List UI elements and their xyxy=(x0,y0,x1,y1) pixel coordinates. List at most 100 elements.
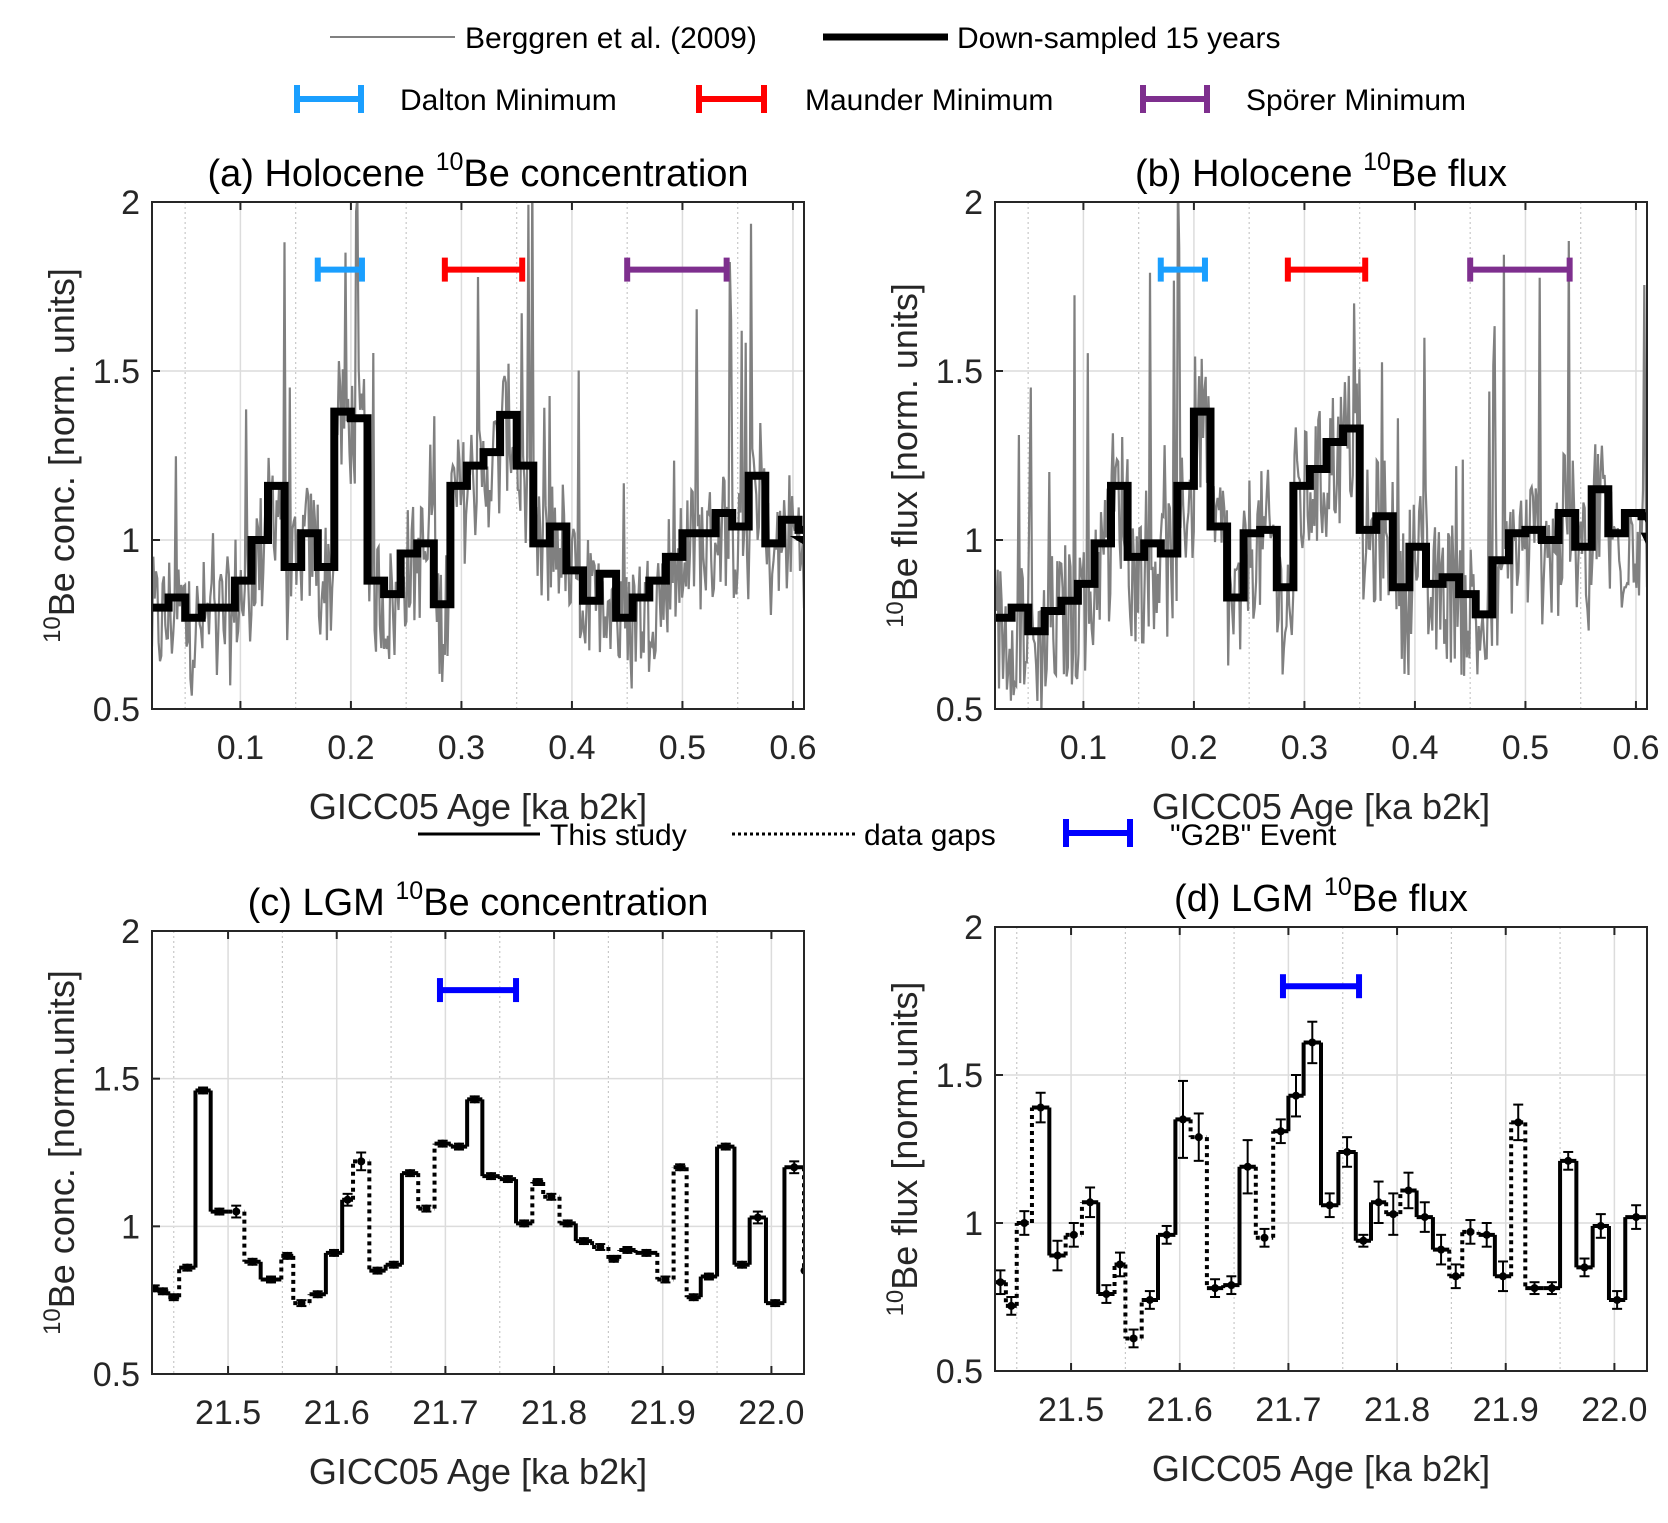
series-berggren-2009 xyxy=(995,202,1647,709)
legend-item-dalton: Dalton Minimum xyxy=(294,84,617,117)
y-tick-label: 1 xyxy=(121,1208,140,1246)
y-tick-label: 2 xyxy=(121,184,140,222)
error-bar xyxy=(372,1266,383,1275)
legend-label: Dalton Minimum xyxy=(400,84,617,117)
error-bar xyxy=(1101,1284,1112,1304)
errorbar-swatch-icon xyxy=(696,85,767,113)
panel-title-superscript: 10 xyxy=(1363,148,1391,176)
legend-label: data gaps xyxy=(864,819,996,852)
legend-item-berggren: Berggren et al. (2009) xyxy=(330,22,757,55)
y-tick-label: 0.5 xyxy=(93,691,140,729)
error-bar xyxy=(1226,1275,1237,1296)
x-tick-label: 21.6 xyxy=(1147,1391,1213,1429)
x-tick-label: 21.5 xyxy=(1038,1391,1104,1429)
event-sp-rer-minimum xyxy=(624,257,730,282)
error-bar xyxy=(437,1139,448,1148)
y-axis-label-superscript: 10 xyxy=(882,1290,909,1317)
ticks xyxy=(152,930,773,1375)
plot-area xyxy=(995,1020,1647,1349)
x-tick-label: 0.5 xyxy=(1502,729,1549,767)
error-bar xyxy=(1546,1281,1557,1296)
x-tick-label: 21.9 xyxy=(1473,1391,1539,1429)
legend-top: Berggren et al. (2009) Down-sampled 15 y… xyxy=(294,22,1466,117)
x-tick-label: 0.2 xyxy=(1170,729,1217,767)
x-tick-label: 0.1 xyxy=(217,729,264,767)
error-bar xyxy=(546,1192,557,1201)
legend-bottom: This study data gaps "G2B" Event xyxy=(418,819,1337,852)
y-tick-label: 1 xyxy=(964,1205,983,1243)
error-bar xyxy=(1579,1257,1590,1278)
x-tick-label: 21.8 xyxy=(521,1394,587,1432)
errorbar-swatch-icon xyxy=(294,85,364,113)
error-bar xyxy=(1291,1074,1302,1118)
error-bar xyxy=(1358,1233,1369,1248)
y-axis-label-superscript: 10 xyxy=(39,616,66,643)
series-this-study xyxy=(995,1020,1647,1349)
y-tick-label: 1.5 xyxy=(936,353,983,391)
y-axis-label: 10Be conc. [norm.units] xyxy=(39,970,82,1335)
event-maunder-minimum xyxy=(441,257,526,282)
error-bar xyxy=(1631,1204,1642,1230)
panel-title: (b) Holocene 10Be flux xyxy=(1135,148,1507,195)
x-tick-label: 21.5 xyxy=(195,1394,261,1432)
error-bar xyxy=(1373,1180,1384,1224)
y-axis-label-text: Be conc. [norm.units] xyxy=(41,970,82,1308)
error-bar xyxy=(469,1095,480,1104)
error-bar xyxy=(595,1243,606,1251)
error-bar xyxy=(1019,1210,1030,1236)
error-bar xyxy=(231,1204,242,1219)
plot-area xyxy=(152,202,804,696)
panel-title-prefix: (d) LGM xyxy=(1174,878,1324,920)
error-bar xyxy=(622,1246,633,1254)
y-axis-label-superscript: 10 xyxy=(882,601,909,628)
y-axis-label-text: Be flux [norm. units] xyxy=(884,283,925,601)
y-axis-label: 10Be flux [norm. units] xyxy=(882,283,925,628)
y-tick-label: 2 xyxy=(964,909,983,947)
x-tick-label: 0.3 xyxy=(1281,729,1328,767)
error-bar xyxy=(1144,1290,1155,1310)
x-tick-label: 21.7 xyxy=(1255,1391,1321,1429)
series-berggren-2009 xyxy=(152,202,804,696)
error-bar xyxy=(198,1086,209,1095)
panel-title-superscript: 10 xyxy=(395,877,423,905)
legend-item-g2b: "G2B" Event xyxy=(1063,819,1337,852)
x-tick-label: 0.2 xyxy=(327,729,374,767)
error-bar xyxy=(789,1160,800,1175)
error-bar xyxy=(1419,1201,1430,1233)
axes-frame xyxy=(994,926,1648,1372)
error-bar xyxy=(770,1299,781,1308)
panel-title-superscript: 10 xyxy=(436,148,464,176)
event-dalton-minimum xyxy=(1157,257,1208,282)
legend-label: Down-sampled 15 years xyxy=(957,22,1280,55)
legend-label: Berggren et al. (2009) xyxy=(465,22,757,55)
error-bar xyxy=(486,1172,497,1181)
x-tick-label: 0.6 xyxy=(1612,729,1659,767)
plot-area xyxy=(995,202,1647,709)
error-bar xyxy=(388,1260,399,1269)
error-bar xyxy=(688,1293,699,1302)
x-axis-label: GICC05 Age [ka b2k] xyxy=(1152,1448,1490,1489)
error-bar xyxy=(1161,1224,1172,1245)
panel-title: (a) Holocene 10Be concentration xyxy=(207,148,748,195)
y-axis-label: 10Be flux [norm.units] xyxy=(882,982,925,1317)
panel-c-lgm-concentration: 21.5 21.6 21.7 21.8 21.9 22.0 0.5 1 1.5 2 GICC05 A… xyxy=(39,877,805,1492)
error-bar xyxy=(675,1163,686,1172)
error-bar xyxy=(519,1219,530,1228)
error-bar xyxy=(1342,1136,1353,1168)
error-bar xyxy=(329,1248,340,1257)
axes-frame xyxy=(994,201,1648,710)
event-g2b-event xyxy=(1279,974,1363,999)
event-maunder-minimum xyxy=(1284,257,1369,282)
error-bar xyxy=(247,1257,258,1266)
error-bar xyxy=(214,1207,225,1216)
y-tick-label: 1 xyxy=(121,522,140,560)
error-bar xyxy=(1068,1222,1079,1248)
panel-title-prefix: (b) Holocene xyxy=(1135,153,1363,195)
error-bar xyxy=(1177,1079,1188,1159)
error-bar xyxy=(1481,1222,1492,1248)
x-axis-label: GICC05 Age [ka b2k] xyxy=(1152,786,1490,827)
x-tick-label: 21.8 xyxy=(1364,1391,1430,1429)
y-tick-label: 0.5 xyxy=(93,1356,140,1394)
error-bar xyxy=(1436,1233,1447,1266)
error-bar xyxy=(1465,1219,1476,1245)
